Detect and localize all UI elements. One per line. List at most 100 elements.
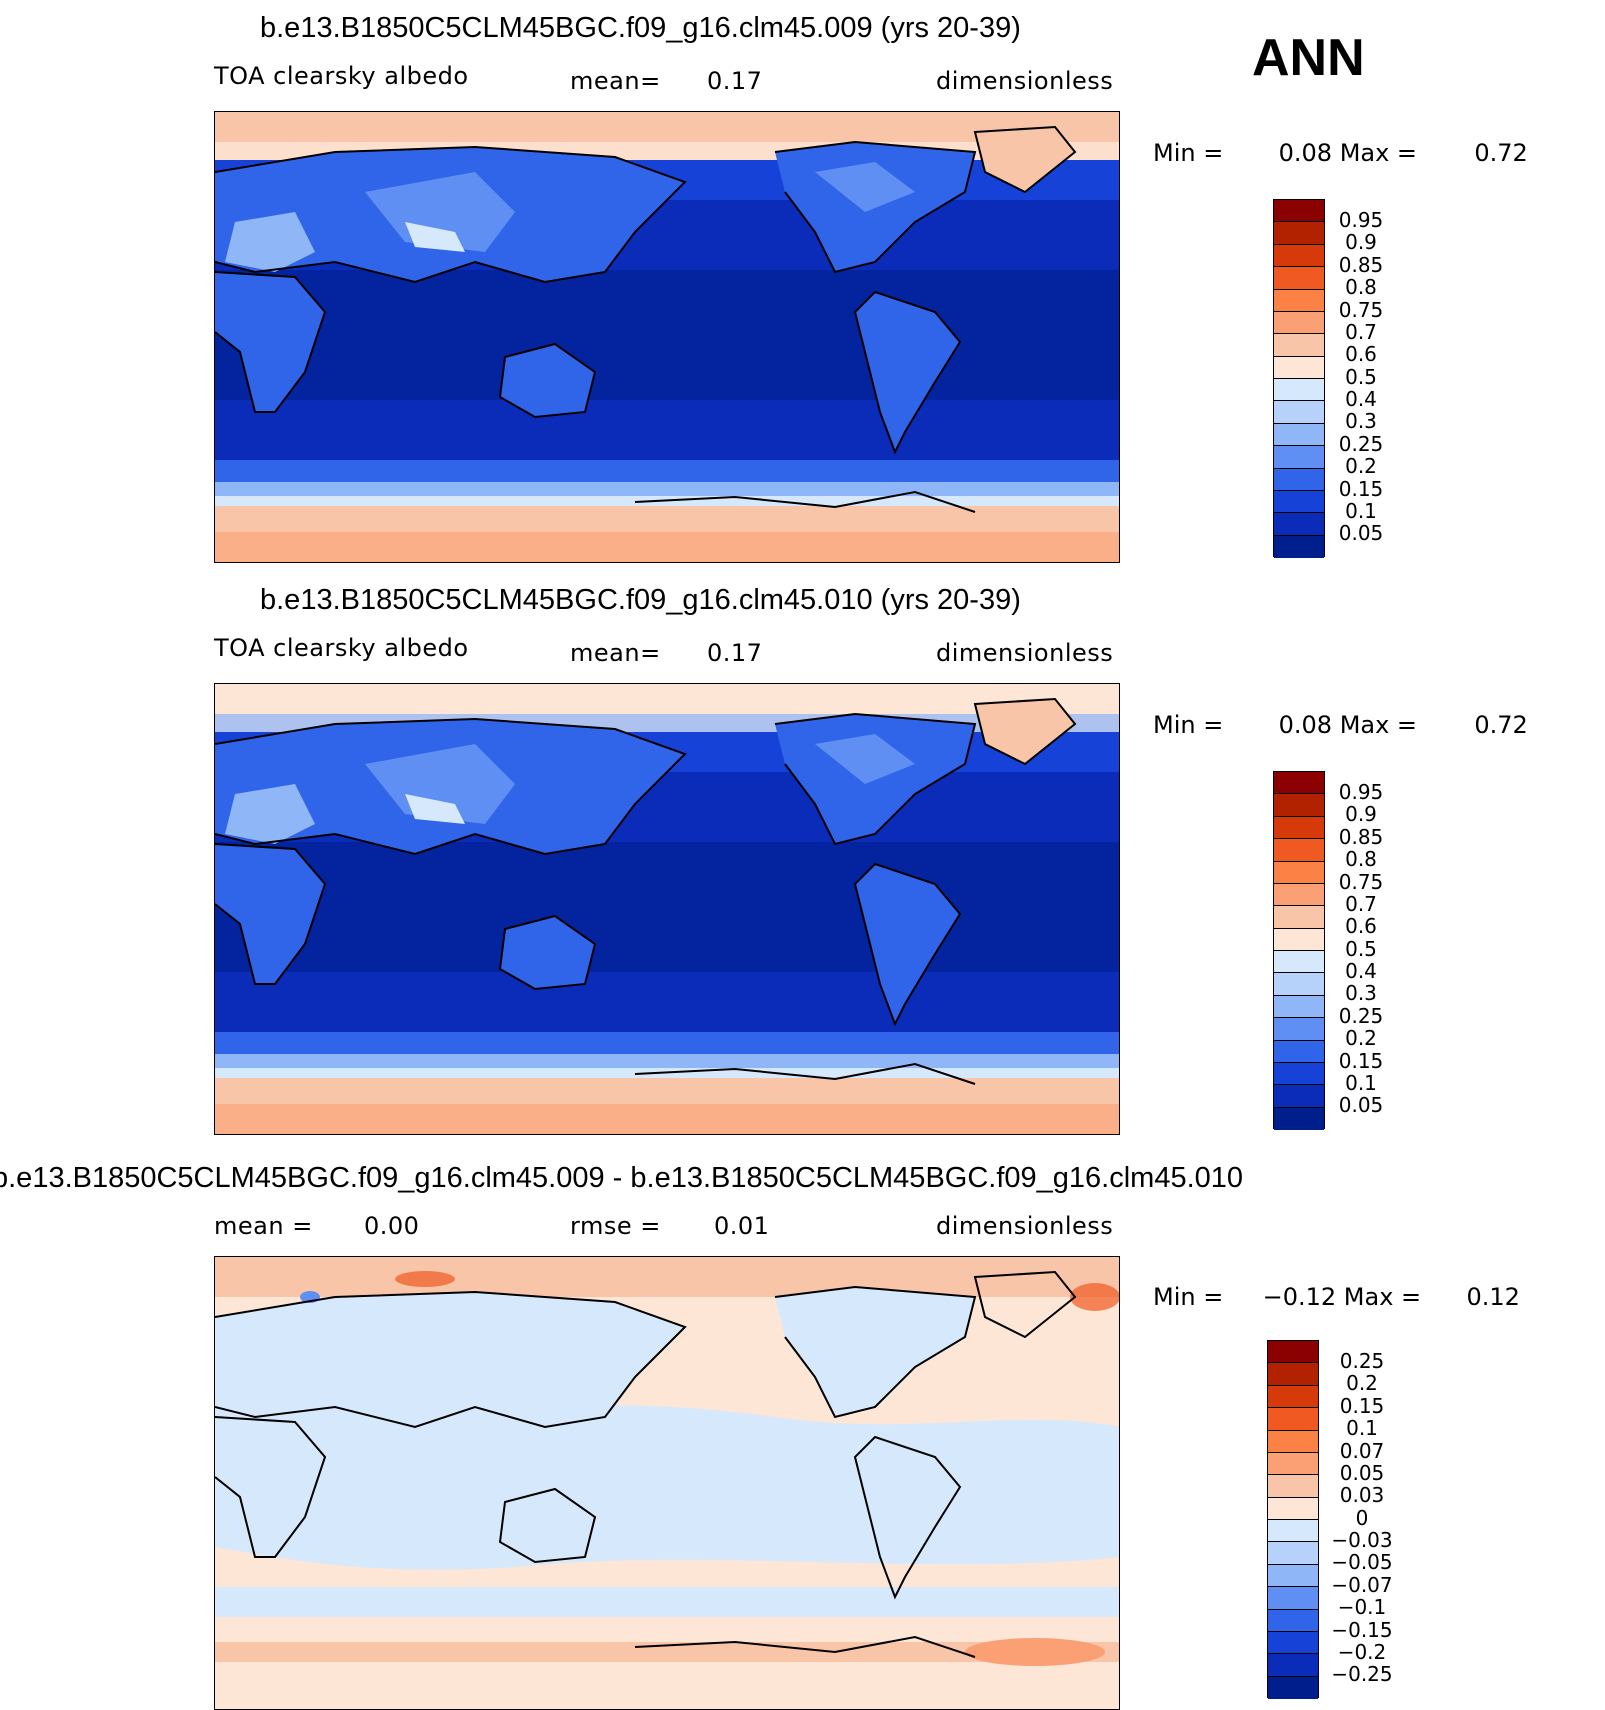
panel2-colorbar-label: 0.25 — [1338, 1003, 1384, 1028]
panel2-colorbar-label: 0.15 — [1338, 1048, 1384, 1073]
panel3-colorbar — [1267, 1340, 1319, 1699]
panel2-colorbar-swatch — [1274, 1107, 1324, 1130]
panel2-colorbar-swatch — [1274, 973, 1324, 996]
panel3-colorbar-label: 0.03 — [1339, 1483, 1385, 1508]
panel2-colorbar-label: 0.2 — [1345, 1026, 1377, 1051]
panel1-colorbar-swatch — [1274, 244, 1324, 268]
panel3-max-value: 0.12 — [1466, 1283, 1520, 1311]
panel1-title: b.e13.B1850C5CLM45BGC.f09_g16.clm45.009 … — [260, 12, 1021, 44]
panel1-colorbar-label: 0.2 — [1345, 454, 1377, 479]
panel2-colorbar-label: 0.8 — [1345, 847, 1377, 872]
panel3-colorbar-swatch — [1268, 1363, 1318, 1386]
panel3-title: b.e13.B1850C5CLM45BGC.f09_g16.clm45.009 … — [0, 1162, 1244, 1194]
panel3-mean-value: 0.00 — [364, 1212, 420, 1240]
panel1-colorbar-label: 0.6 — [1345, 342, 1377, 367]
panel3-max-label: Max = — [1343, 1283, 1422, 1311]
panel3-map — [214, 1256, 1120, 1710]
panel1-colorbar-swatch — [1274, 535, 1324, 558]
panel2-units: dimensionless — [936, 639, 1114, 667]
panel1-colorbar-label: 0.4 — [1345, 387, 1377, 411]
panel2-colorbar-label: 0.1 — [1345, 1070, 1377, 1095]
panel2-colorbar-label: 0.85 — [1338, 824, 1384, 849]
panel2-minmax: Min = 0.08 Max = 0.72 — [1153, 711, 1528, 739]
panel2-colorbar-swatch — [1274, 772, 1324, 795]
panel1-min-label: Min = — [1153, 139, 1224, 167]
panel2-colorbar-label: 0.6 — [1345, 914, 1377, 939]
panel3-colorbar-swatch — [1268, 1654, 1318, 1677]
panel2-colorbar-swatch — [1274, 1085, 1324, 1108]
season-label: ANN — [1252, 29, 1365, 87]
panel1-colorbar-swatch — [1274, 379, 1324, 402]
panel2-mean-label: mean= — [570, 639, 661, 667]
panel3-colorbar-label: −0.1 — [1337, 1595, 1387, 1620]
panel1-colorbar-label: 0.5 — [1345, 364, 1377, 389]
panel1-max-value: 0.72 — [1474, 139, 1528, 167]
panel3-rmse-label: rmse = — [570, 1212, 661, 1240]
panel3-colorbar-swatch — [1268, 1385, 1318, 1409]
panel1-colorbar-swatch — [1274, 356, 1324, 379]
panel3-colorbar-swatch — [1268, 1520, 1318, 1543]
panel2-mean-value: 0.17 — [707, 639, 763, 667]
panel3-colorbar-swatch — [1268, 1452, 1318, 1476]
panel2-colorbar-swatch — [1274, 816, 1324, 840]
panel2-title: b.e13.B1850C5CLM45BGC.f09_g16.clm45.010 … — [260, 584, 1021, 616]
panel3-colorbar-swatch — [1268, 1609, 1318, 1632]
panel3-colorbar-label: −0.07 — [1331, 1572, 1393, 1597]
panel3-colorbar-swatch — [1268, 1430, 1318, 1453]
panel3-min-label: Min = — [1153, 1283, 1224, 1311]
panel1-min-value: 0.08 — [1278, 139, 1333, 167]
panel3-colorbar-label: −0.03 — [1331, 1528, 1393, 1552]
panel1-colorbar-swatch — [1274, 200, 1324, 223]
panel3-colorbar-label: 0 — [1355, 1505, 1369, 1530]
panel3-colorbar-label: 0.07 — [1339, 1438, 1385, 1463]
panel2-colorbar-swatch — [1274, 995, 1324, 1019]
panel1-units: dimensionless — [936, 67, 1114, 95]
panel1-mean-label: mean= — [570, 67, 661, 95]
panel2-colorbar-swatch — [1274, 794, 1324, 817]
panel1-colorbar-swatch — [1274, 468, 1324, 491]
panel3-colorbar-swatch — [1268, 1587, 1318, 1610]
panel2-colorbar-swatch — [1274, 951, 1324, 974]
panel1-colorbar — [1273, 199, 1325, 558]
panel3-min-value: −0.12 — [1262, 1283, 1337, 1311]
panel2-map-svg — [215, 684, 1119, 1134]
panel1-colorbar-swatch — [1274, 311, 1324, 335]
panel3-colorbar-label: 0.15 — [1339, 1393, 1385, 1418]
panel1-colorbar-swatch — [1274, 446, 1324, 469]
panel2-colorbar-swatch — [1274, 928, 1324, 951]
panel3-mean-label: mean = — [214, 1212, 313, 1240]
panel3-colorbar-swatch — [1268, 1631, 1318, 1655]
panel2-colorbar-swatch — [1274, 1062, 1324, 1086]
panel1-colorbar-swatch — [1274, 267, 1324, 290]
panel3-colorbar-label: −0.05 — [1331, 1550, 1393, 1575]
panel3-units: dimensionless — [936, 1212, 1114, 1240]
panel3-colorbar-swatch — [1268, 1676, 1318, 1699]
panel3-colorbar-swatch — [1268, 1475, 1318, 1498]
panel1-colorbar-label: 0.05 — [1338, 521, 1384, 546]
panel2-min-label: Min = — [1153, 711, 1224, 739]
panel1-minmax: Min = 0.08 Max = 0.72 — [1153, 139, 1528, 167]
panel2-colorbar-swatch — [1274, 1018, 1324, 1041]
panel3-colorbar-swatch — [1268, 1564, 1318, 1588]
panel2-colorbar-label: 0.05 — [1338, 1093, 1384, 1118]
panel3-colorbar-labels: 0.25 0.2 0.15 0.1 0.07 0.05 0.03 0 −0.03 −0.05 −0.… — [1322, 1350, 1402, 1686]
panel1-colorbar-label: 0.9 — [1345, 230, 1377, 255]
panel2-colorbar-labels: 0.95 0.9 0.85 0.8 0.75 0.7 0.6 0.5 0.4 0.3 0.25 0.2… — [1326, 781, 1396, 1117]
panel1-colorbar-label: 0.1 — [1345, 498, 1377, 523]
panel1-variable: TOA clearsky albedo — [214, 62, 469, 90]
panel1-colorbar-label: 0.3 — [1345, 409, 1377, 434]
panel2-colorbar-swatch — [1274, 839, 1324, 862]
panel3-minmax: Min = −0.12 Max = 0.12 — [1153, 1283, 1520, 1311]
panel1-colorbar-label: 0.8 — [1345, 275, 1377, 300]
panel3-colorbar-swatch — [1268, 1341, 1318, 1364]
panel1-colorbar-swatch — [1274, 289, 1324, 312]
panel2-colorbar-label: 0.4 — [1345, 959, 1377, 983]
panel1-colorbar-swatch — [1274, 513, 1324, 536]
panel3-map-svg — [215, 1257, 1119, 1709]
panel1-map — [214, 111, 1120, 563]
panel2-variable: TOA clearsky albedo — [214, 634, 469, 662]
panel1-colorbar-label: 0.75 — [1338, 297, 1384, 322]
panel2-colorbar-label: 0.5 — [1345, 936, 1377, 961]
panel1-max-label: Max = — [1339, 139, 1418, 167]
panel2-colorbar-label: 0.3 — [1345, 981, 1377, 1006]
